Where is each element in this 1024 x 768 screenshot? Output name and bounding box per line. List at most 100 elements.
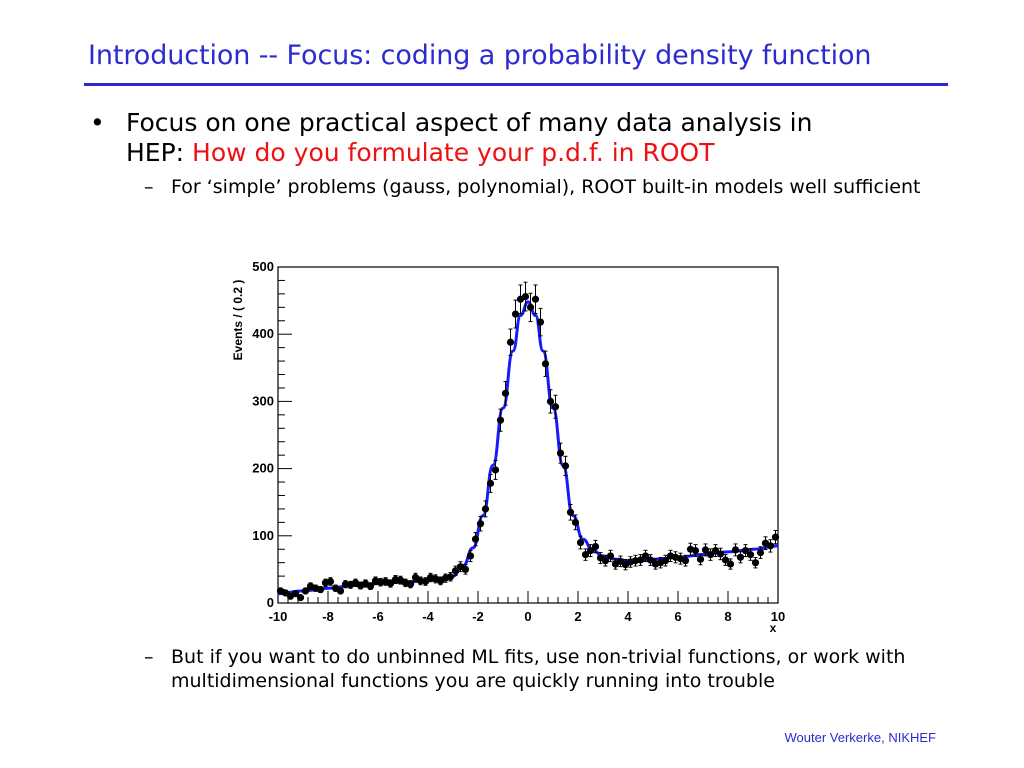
data-marker — [766, 542, 775, 550]
data-point — [546, 389, 555, 414]
data-point — [496, 408, 505, 432]
data-marker — [526, 303, 535, 311]
data-point — [476, 515, 485, 532]
x-tick-label: 8 — [724, 609, 731, 624]
data-point — [636, 554, 645, 566]
data-point — [561, 455, 570, 477]
data-point — [566, 503, 575, 521]
data-marker — [716, 550, 725, 558]
data-marker — [496, 416, 505, 424]
sub-bullet-unbinned-fits-text: But if you want to do unbinned ML fits, … — [171, 646, 906, 692]
x-tick-label: 6 — [674, 609, 681, 624]
data-point — [766, 539, 775, 553]
data-point — [556, 442, 565, 464]
data-marker — [421, 577, 430, 586]
data-point — [551, 394, 560, 419]
data-marker — [661, 557, 670, 565]
data-point — [741, 544, 750, 558]
data-point — [731, 543, 740, 557]
data-marker — [446, 573, 455, 581]
data-point — [591, 539, 600, 554]
data-marker — [301, 587, 310, 595]
data-point — [491, 459, 500, 480]
data-point — [571, 514, 580, 531]
data-point — [296, 594, 305, 602]
data-marker — [571, 518, 580, 526]
data-marker — [366, 582, 375, 590]
x-tick-label: -2 — [472, 609, 484, 624]
data-point — [521, 281, 530, 312]
data-point — [541, 350, 550, 377]
data-point — [446, 572, 455, 582]
data-point — [486, 473, 495, 493]
data-marker — [486, 479, 495, 487]
data-point — [511, 299, 520, 329]
data-marker — [506, 338, 515, 346]
data-marker — [701, 546, 710, 554]
data-marker — [406, 580, 415, 588]
data-point — [646, 554, 655, 566]
y-tick-label: 100 — [252, 528, 274, 543]
bullet-main-line1: Focus on one practical aspect of many da… — [126, 108, 813, 137]
y-tick-label: 400 — [252, 326, 274, 341]
data-point — [386, 579, 395, 588]
data-point — [336, 587, 345, 595]
data-point — [461, 564, 470, 575]
data-marker — [746, 551, 755, 559]
x-tick-label: -6 — [372, 609, 384, 624]
data-marker — [576, 538, 585, 547]
data-point — [301, 587, 310, 595]
data-point — [701, 543, 710, 557]
data-marker — [491, 466, 500, 474]
data-marker — [681, 557, 690, 565]
x-tick-label: 10 — [771, 609, 785, 624]
data-marker — [726, 560, 735, 568]
data-marker — [601, 557, 610, 565]
data-marker — [291, 589, 300, 598]
data-point — [421, 577, 430, 586]
data-marker — [511, 310, 520, 318]
bullet-main-highlight: How do you formulate your p.d.f. in ROOT — [192, 138, 715, 167]
data-marker — [536, 318, 545, 326]
y-tick-label: 500 — [252, 259, 274, 274]
x-tick-label: -10 — [269, 609, 288, 624]
data-points — [276, 281, 780, 602]
data-marker — [756, 549, 765, 557]
data-point — [406, 580, 415, 589]
data-marker — [461, 565, 470, 573]
data-point — [746, 548, 755, 561]
x-tick-label: 4 — [624, 609, 632, 624]
data-point — [726, 558, 735, 570]
slide-title: Introduction -- Focus: coding a probabil… — [88, 40, 872, 71]
data-point — [606, 549, 615, 563]
data-point — [316, 585, 325, 594]
dash-icon: – — [144, 646, 154, 668]
data-marker — [521, 292, 530, 301]
data-marker — [721, 556, 730, 564]
x-tick-label: -8 — [322, 609, 334, 624]
data-point — [721, 554, 730, 566]
data-marker — [386, 579, 395, 588]
data-point — [696, 553, 705, 566]
data-marker — [296, 594, 305, 602]
dash-icon: – — [144, 176, 154, 198]
y-axis-label: Events / ( 0.2 ) — [231, 280, 245, 361]
data-marker — [691, 546, 700, 555]
data-marker — [316, 585, 325, 594]
data-marker — [566, 508, 575, 516]
data-marker — [501, 389, 510, 397]
data-point — [366, 582, 375, 591]
data-marker — [476, 520, 485, 528]
data-point — [576, 535, 585, 550]
data-marker — [591, 542, 600, 551]
data-marker — [736, 553, 745, 561]
data-marker — [561, 462, 570, 470]
data-point — [291, 589, 300, 598]
data-marker — [581, 551, 590, 559]
data-marker — [741, 546, 750, 555]
data-marker — [696, 555, 705, 563]
data-point — [681, 554, 690, 567]
sub-bullet-simple-problems-text: For ‘simple’ problems (gauss, polynomial… — [171, 176, 921, 198]
y-tick-label: 0 — [267, 595, 274, 610]
data-marker — [481, 505, 490, 513]
